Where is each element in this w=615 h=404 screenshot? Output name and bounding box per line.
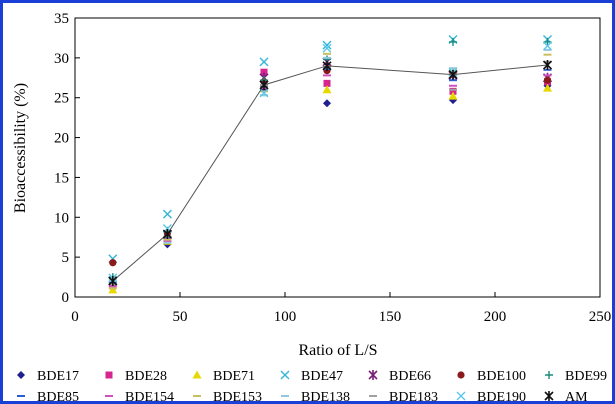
y-tick-label: 30 [54, 51, 69, 67]
legend-label-bde100: BDE100 [477, 369, 526, 384]
legend-marker-bde99 [545, 371, 553, 379]
legend-item-bde99: BDE99 [545, 369, 607, 384]
x-tick-label: 100 [274, 309, 297, 325]
plot-area-border [74, 17, 601, 298]
legend-marker-bde190 [456, 391, 466, 401]
series-bde85 [108, 68, 552, 284]
legend-label-bde153: BDE153 [213, 390, 262, 401]
x-tick-label: 0 [71, 309, 79, 325]
legend-label-bde190: BDE190 [477, 390, 526, 401]
series-bde17 [108, 81, 552, 290]
point-bde99-5 [543, 37, 552, 46]
series-bde28 [109, 68, 551, 290]
series-bde154 [108, 74, 552, 288]
point-bde71-5 [543, 83, 552, 92]
legend-item-bde190: BDE190 [456, 390, 526, 401]
legend-item-am: AM [544, 390, 588, 401]
series-bde100 [109, 67, 552, 267]
point-bde71-4 [448, 91, 458, 100]
point-bde190-2 [259, 88, 269, 98]
axes: 0 5 10 15 20 25 30 35 0 50 100 150 200 250 [54, 11, 611, 325]
x-axis-title: Ratio of L/S [298, 342, 377, 359]
point-bde190-5 [543, 41, 552, 51]
point-bde99-4 [449, 37, 457, 46]
series-am [108, 60, 553, 287]
legend-item-bde28: BDE28 [105, 369, 167, 384]
legend-item-bde153: BDE153 [193, 390, 262, 401]
legend-item-bde66: BDE66 [368, 369, 431, 384]
y-tick-label: 35 [54, 11, 69, 27]
point-bde71-3 [322, 85, 332, 94]
point-bde47-1 [162, 209, 172, 219]
legend-label-bde17: BDE17 [37, 369, 79, 384]
point-am-1 [162, 229, 172, 240]
legend-label-bde47: BDE47 [301, 369, 343, 384]
legend-label-bde85: BDE85 [37, 390, 79, 401]
series-bde190 [108, 41, 552, 283]
y-tick-label: 15 [54, 170, 69, 186]
point-am-3 [322, 60, 332, 71]
legend-item-bde17: BDE17 [17, 369, 79, 384]
legend-item-bde71: BDE71 [192, 369, 255, 384]
series-line-am [112, 64, 548, 282]
x-tick-label: 50 [173, 309, 188, 325]
y-tick-label: 5 [62, 250, 70, 266]
legend-marker-bde47 [280, 370, 290, 380]
point-bde47-2 [259, 57, 269, 67]
x-tick-label: 150 [379, 309, 402, 325]
point-bde17-3 [323, 99, 331, 108]
y-tick-label: 0 [62, 290, 70, 306]
y-tick-label: 25 [54, 91, 69, 107]
legend-label-bde99: BDE99 [565, 369, 607, 384]
legend-marker-am [544, 391, 554, 401]
point-bde28-3 [323, 79, 331, 87]
point-bde190-3 [322, 43, 332, 53]
point-bde100-5 [543, 76, 552, 84]
legend-item-bde100: BDE100 [457, 369, 526, 384]
legend-label-bde183: BDE183 [389, 390, 438, 401]
y-tick-label: 10 [54, 210, 69, 226]
legend-item-bde85: BDE85 [17, 390, 79, 401]
point-bde28-4 [449, 87, 457, 95]
point-bde100-0 [109, 259, 117, 267]
legend-item-bde138: BDE138 [281, 390, 350, 401]
point-am-2 [259, 79, 269, 90]
legend-label-bde71: BDE71 [213, 369, 255, 384]
bioaccessibility-chart: 0 5 10 15 20 25 30 35 0 50 100 150 200 250 Bioaccessi… [12, 11, 611, 401]
legend-marker-bde28 [105, 371, 113, 379]
series-bde153 [108, 52, 552, 290]
legend-marker-bde71 [192, 370, 202, 379]
series-bde99 [108, 37, 552, 282]
legend-label-am: AM [565, 390, 588, 401]
x-tick-label: 200 [484, 309, 507, 325]
legend: BDE17 BDE28 BDE71 BDE47 BDE66 BDE100 BDE99 BDE8… [17, 369, 607, 401]
y-axis-title: Bioaccessibility (%) [12, 83, 29, 213]
legend-item-bde47: BDE47 [280, 369, 343, 384]
point-bde71-0 [108, 285, 118, 294]
point-am-4 [448, 69, 458, 80]
series-bde71 [108, 78, 552, 294]
legend-item-bde154: BDE154 [105, 390, 174, 401]
legend-marker-bde17 [17, 371, 25, 379]
legend-marker-bde100 [457, 371, 465, 379]
point-am-0 [108, 276, 118, 287]
series-bde183 [108, 60, 552, 286]
legend-marker-bde66 [368, 370, 378, 380]
point-bde28-2 [260, 68, 268, 76]
legend-label-bde138: BDE138 [301, 390, 350, 401]
x-tick-label: 250 [589, 309, 612, 325]
point-bde47-3 [322, 40, 332, 50]
legend-item-bde183: BDE183 [369, 390, 438, 401]
series-layer [108, 35, 553, 294]
point-am-5 [542, 60, 553, 71]
legend-label-bde154: BDE154 [125, 390, 174, 401]
legend-label-bde28: BDE28 [125, 369, 167, 384]
legend-label-bde66: BDE66 [389, 369, 431, 384]
y-tick-label: 20 [54, 131, 69, 147]
